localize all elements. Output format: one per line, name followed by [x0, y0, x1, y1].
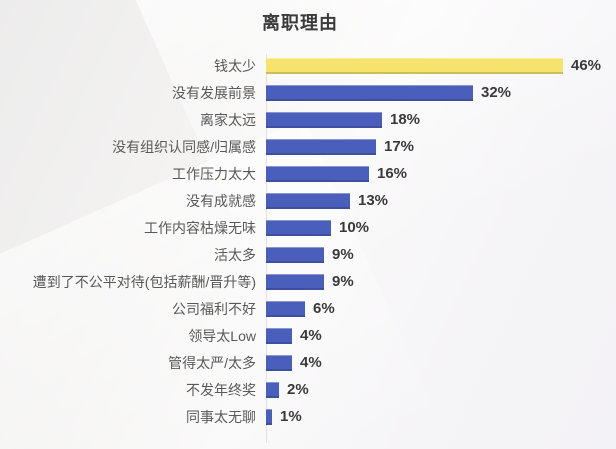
- category-label: 遭到了不公平对待(包括薪酬/晋升等): [32, 273, 256, 290]
- value-label: 6%: [313, 300, 335, 317]
- bar-row: 没有发展前景 32%: [0, 79, 616, 106]
- value-label: 46%: [571, 57, 602, 74]
- bar: [266, 273, 324, 290]
- value-label: 1%: [280, 408, 302, 425]
- bar: [266, 219, 331, 236]
- bar-row: 工作压力太大 16%: [0, 160, 616, 187]
- bar: [266, 408, 272, 425]
- bar-row: 钱太少 46%: [0, 52, 616, 79]
- bar-row: 没有组织认同感/归属感 17%: [0, 133, 616, 160]
- value-label: 18%: [390, 111, 421, 128]
- bar: [266, 300, 305, 317]
- category-label: 钱太少: [214, 57, 256, 74]
- category-label: 同事太无聊: [186, 408, 256, 425]
- bar: [266, 246, 324, 263]
- bar: [266, 138, 376, 155]
- bar: [266, 84, 473, 101]
- value-label: 9%: [332, 273, 354, 290]
- bar-row: 离家太远 18%: [0, 106, 616, 133]
- bar-row: 遭到了不公平对待(包括薪酬/晋升等) 9%: [0, 268, 616, 295]
- value-label: 10%: [339, 219, 370, 236]
- bar-chart: 钱太少 46% 没有发展前景 32% 离家太远 18% 没有组织认同感/归属感 17% 工作压力…: [0, 52, 616, 430]
- category-label: 公司福利不好: [172, 300, 256, 317]
- value-label: 13%: [358, 192, 389, 209]
- bar-row: 工作内容枯燥无味 10%: [0, 214, 616, 241]
- category-label: 管得太严/太多: [168, 354, 256, 371]
- category-label: 没有组织认同感/归属感: [112, 138, 256, 155]
- value-label: 32%: [481, 84, 512, 101]
- bar-row: 公司福利不好 6%: [0, 295, 616, 322]
- bar-row: 没有成就感 13%: [0, 187, 616, 214]
- value-label: 9%: [332, 246, 354, 263]
- category-label: 不发年终奖: [186, 381, 256, 398]
- bar-row: 活太多 9%: [0, 241, 616, 268]
- bar-row: 不发年终奖 2%: [0, 376, 616, 403]
- bar: [266, 381, 279, 398]
- category-label: 没有成就感: [186, 192, 256, 209]
- bar-row: 同事太无聊 1%: [0, 403, 616, 430]
- bar-row: 领导太Low 4%: [0, 322, 616, 349]
- bar: [266, 354, 292, 371]
- bar-highlighted: [266, 57, 563, 74]
- bar: [266, 111, 382, 128]
- bar: [266, 192, 350, 209]
- category-label: 工作内容枯燥无味: [144, 219, 256, 236]
- category-label: 工作压力太大: [172, 165, 256, 182]
- value-label: 4%: [300, 327, 322, 344]
- value-label: 16%: [377, 165, 408, 182]
- value-label: 17%: [384, 138, 415, 155]
- value-label: 4%: [300, 354, 322, 371]
- bar-row: 管得太严/太多 4%: [0, 349, 616, 376]
- value-label: 2%: [287, 381, 309, 398]
- category-label: 离家太远: [200, 111, 256, 128]
- chart-title: 离职理由: [262, 13, 338, 33]
- category-label: 领导太Low: [188, 327, 256, 344]
- bar: [266, 327, 292, 344]
- bar: [266, 165, 369, 182]
- category-label: 活太多: [214, 246, 256, 263]
- category-label: 没有发展前景: [172, 84, 256, 101]
